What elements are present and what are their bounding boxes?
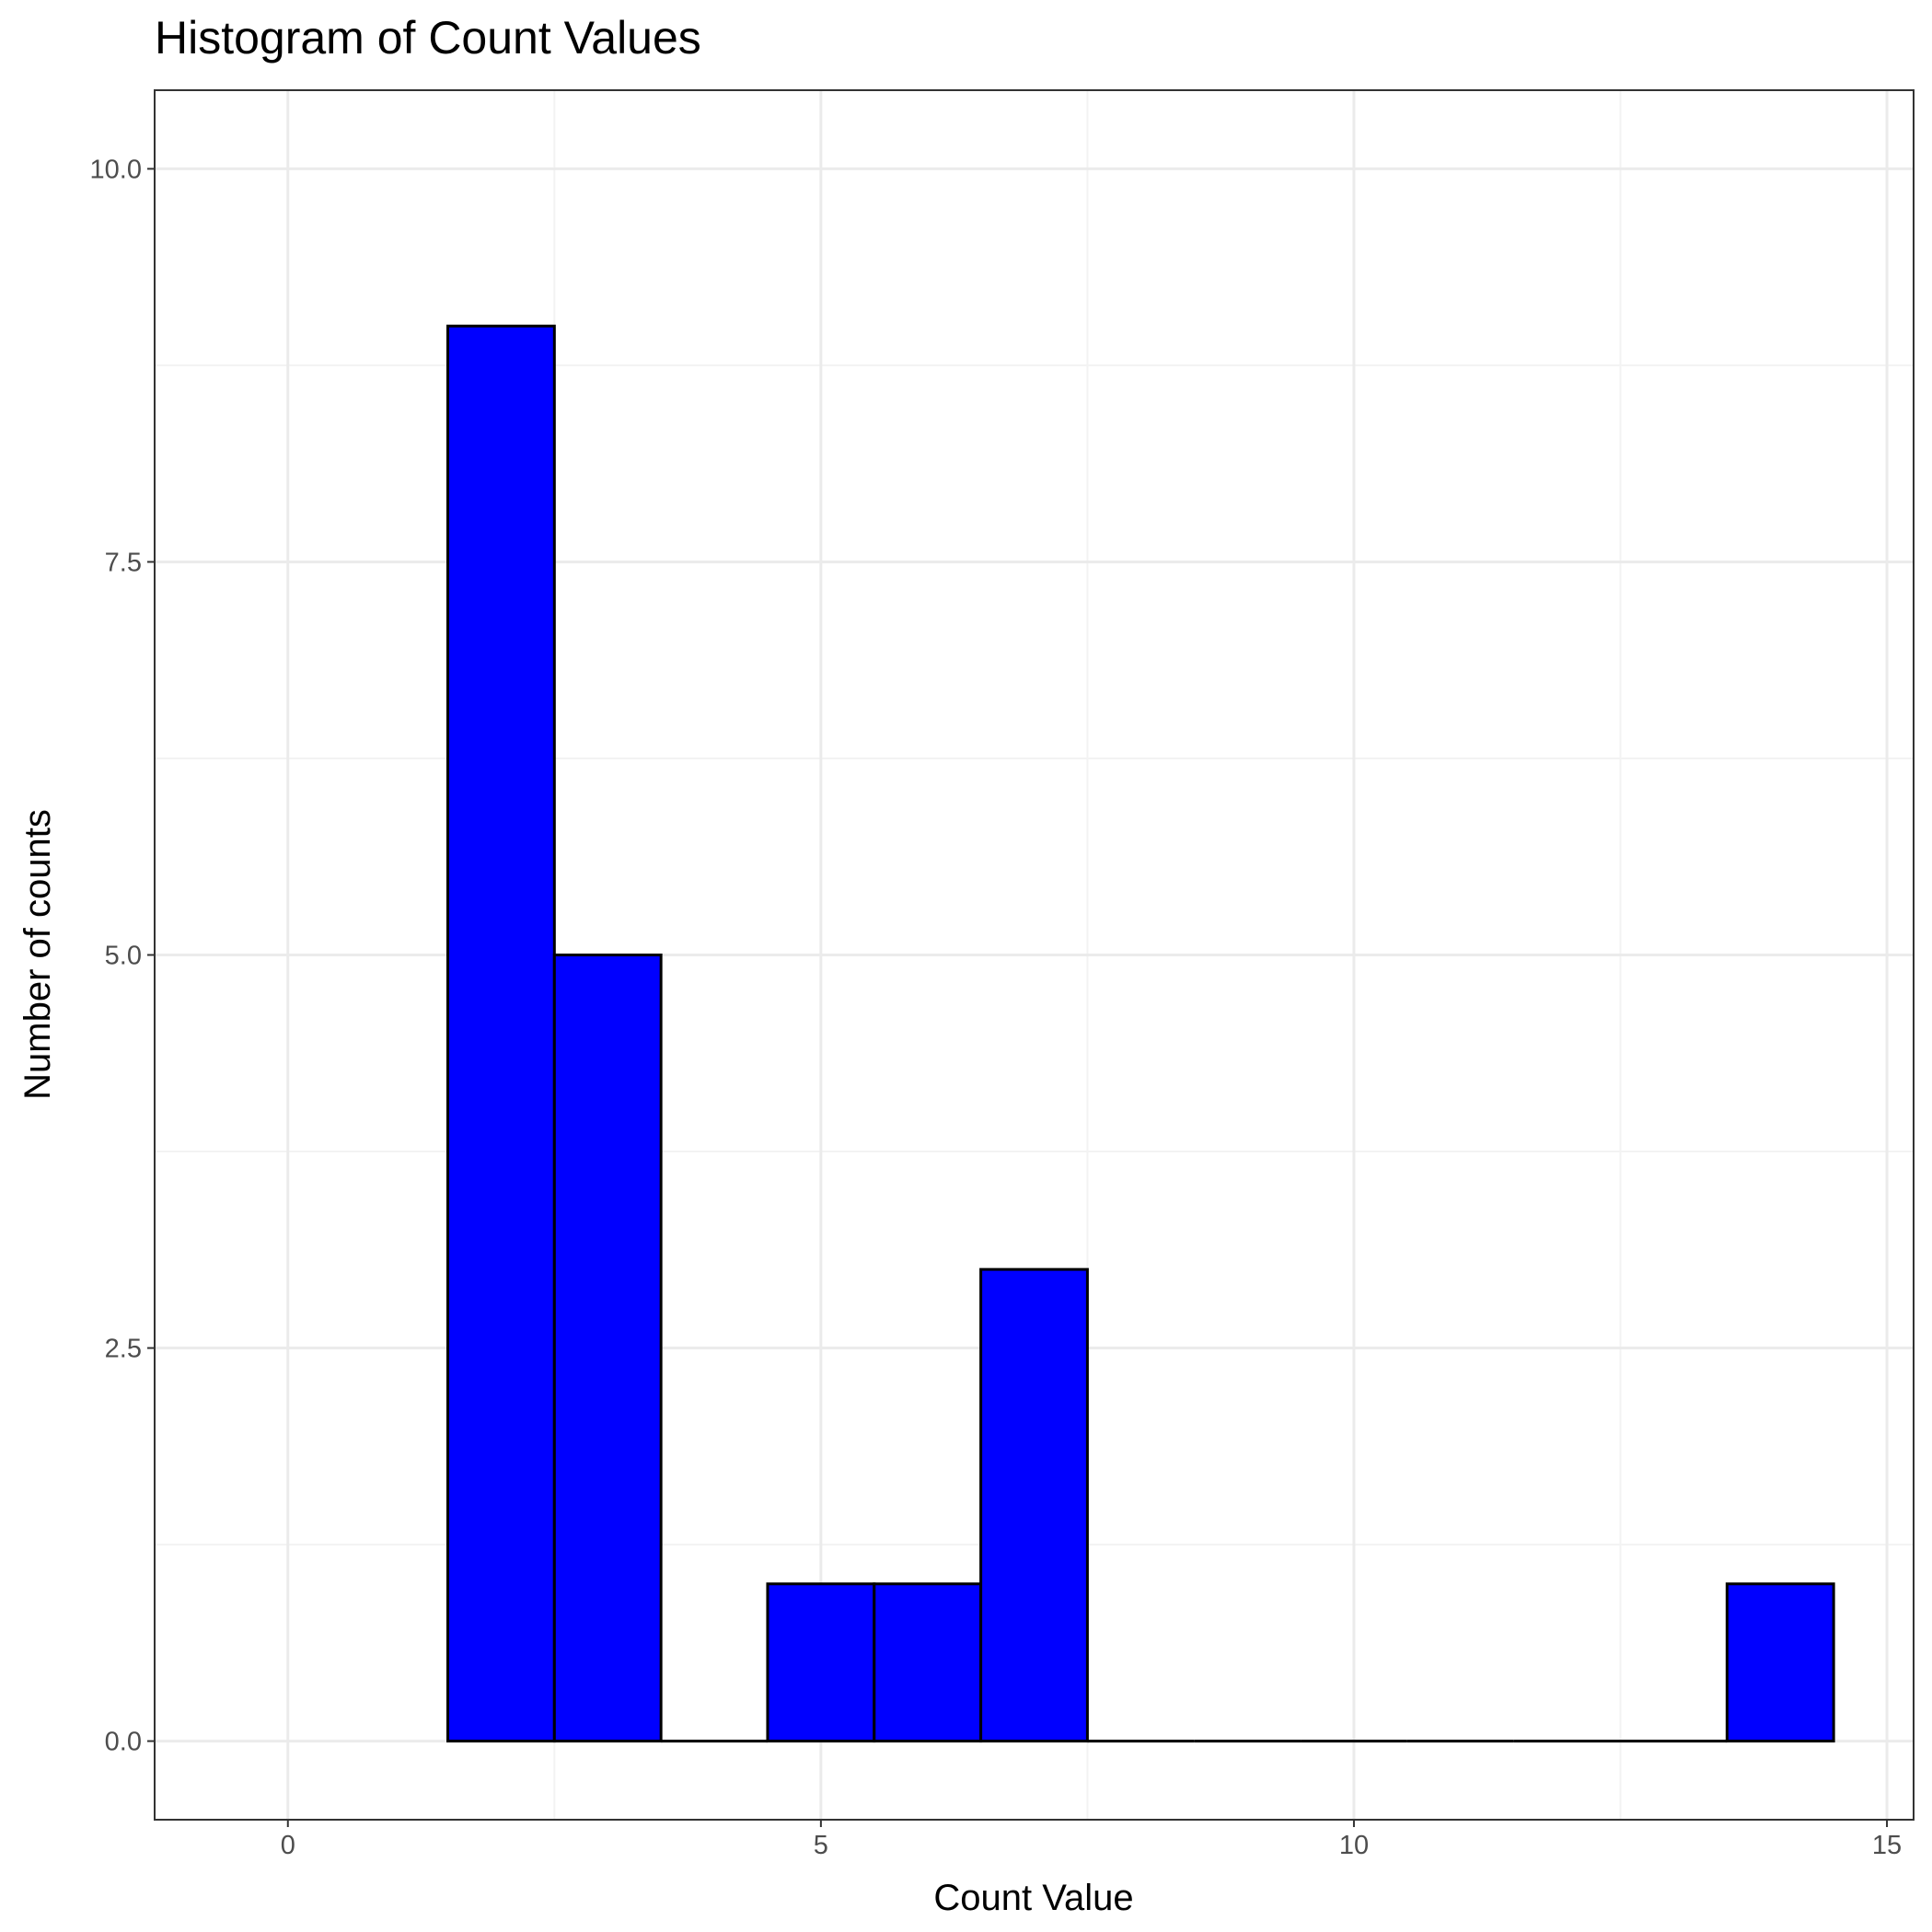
histogram-bar [446,324,556,1743]
x-tick-label: 0 [281,1831,295,1860]
x-tick-label: 10 [1339,1831,1369,1860]
y-axis-title: Number of counts [17,809,58,1100]
y-tick-label: 0.0 [105,1728,142,1757]
histogram-bar [873,1582,983,1743]
y-tick-label: 10.0 [90,155,142,184]
histogram-bar [552,954,663,1743]
y-tick-label: 7.5 [105,548,142,577]
y-tick-label: 5.0 [105,942,142,971]
histogram-bar [979,1267,1089,1743]
histogram-bar [766,1582,876,1743]
axis-ticks: 0 5 10 15 0.0 2.5 5.0 7.5 10.0 [90,155,1903,1860]
y-tick-label: 2.5 [105,1335,142,1364]
histogram-bars [446,324,1835,1743]
x-axis-title: Count Value [933,1878,1133,1918]
histogram-bar [1725,1582,1835,1743]
x-tick-label: 15 [1872,1831,1902,1860]
x-tick-label: 5 [814,1831,828,1860]
chart-title: Histogram of Count Values [155,12,701,64]
